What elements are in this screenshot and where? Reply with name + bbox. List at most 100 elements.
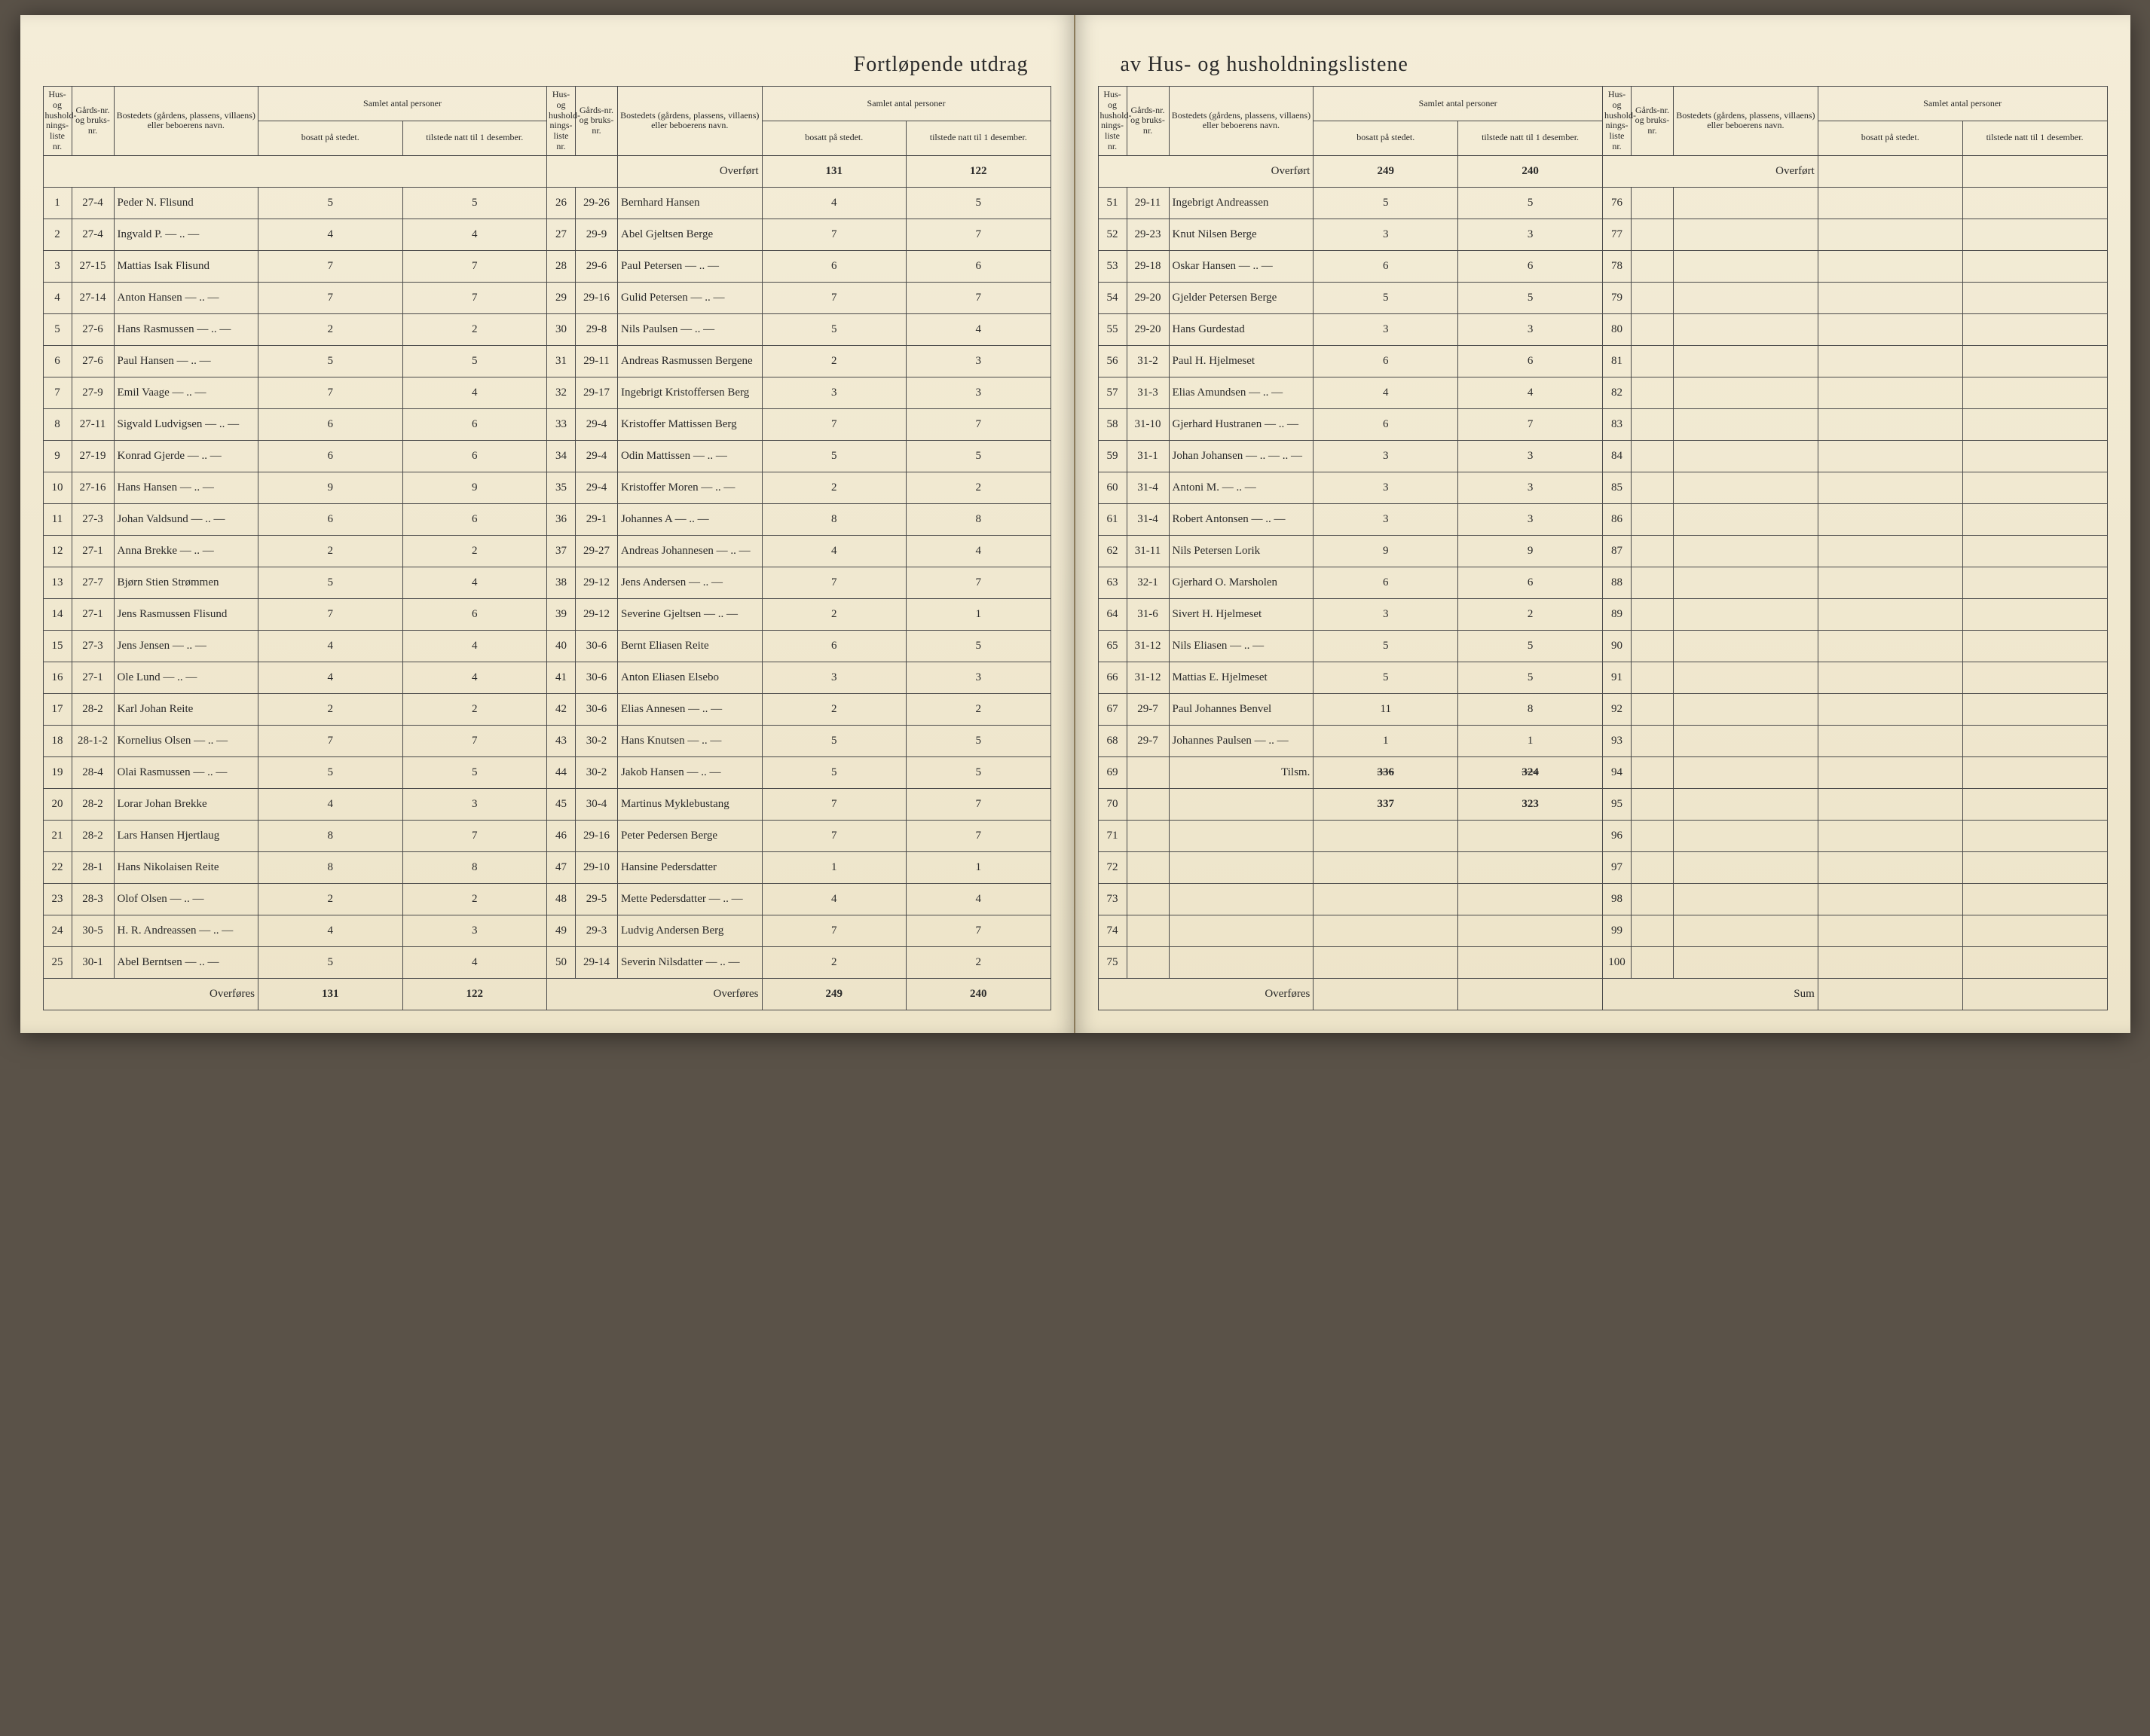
- row-gard-b: 29-5: [576, 883, 618, 915]
- row-nr: 66: [1098, 662, 1127, 693]
- row-tilstede-b: [1962, 250, 2107, 282]
- table-row: 127-4Peder N. Flisund552629-26Bernhard H…: [43, 187, 1051, 219]
- row-nr: 8: [43, 408, 72, 440]
- row-bosatt: 5: [258, 187, 403, 219]
- table-row: 2328-3Olof Olsen — .. —224829-5Mette Ped…: [43, 883, 1051, 915]
- row-bosatt: [1314, 883, 1458, 915]
- table-row: 75100: [1098, 946, 2107, 978]
- row-bosatt-b: 7: [762, 219, 907, 250]
- row-name-b: [1673, 598, 1818, 630]
- row-bosatt: 7: [258, 598, 403, 630]
- row-tilstede-b: 2: [907, 693, 1051, 725]
- row-tilstede: 7: [402, 820, 547, 851]
- row-tilstede-b: 4: [907, 883, 1051, 915]
- row-tilstede-b: 3: [907, 345, 1051, 377]
- table-row: 7297: [1098, 851, 2107, 883]
- row-tilstede: 4: [402, 946, 547, 978]
- row-bosatt-b: [1818, 377, 1962, 408]
- row-gard-b: [1631, 503, 1673, 535]
- row-tilstede-b: 2: [907, 472, 1051, 503]
- row-tilstede-b: 4: [907, 313, 1051, 345]
- table-row: 5931-1Johan Johansen — .. — .. —3384: [1098, 440, 2107, 472]
- row-nr: 14: [43, 598, 72, 630]
- row-bosatt-b: [1818, 535, 1962, 567]
- row-bosatt-b: 7: [762, 567, 907, 598]
- row-tilstede: [1458, 946, 1603, 978]
- table-row: 627-6Paul Hansen — .. —553129-11Andreas …: [43, 345, 1051, 377]
- row-gard: 28-2: [72, 788, 114, 820]
- row-nr-b: 84: [1602, 440, 1631, 472]
- row-tilstede: 2: [402, 693, 547, 725]
- total-final-a: 337: [1314, 788, 1458, 820]
- row-name-b: Andreas Johannesen — .. —: [618, 535, 763, 567]
- row-gard-b: [1631, 219, 1673, 250]
- row-nr: 57: [1098, 377, 1127, 408]
- row-nr: 24: [43, 915, 72, 946]
- row-nr-b: 43: [547, 725, 576, 756]
- row-tilstede: 1: [1458, 725, 1603, 756]
- row-gard-b: 29-10: [576, 851, 618, 883]
- row-nr: 74: [1098, 915, 1127, 946]
- table-row: 6829-7Johannes Paulsen — .. —1193: [1098, 725, 2107, 756]
- row-nr-b: 48: [547, 883, 576, 915]
- row-gard-b: [1631, 377, 1673, 408]
- row-tilstede: 3: [1458, 219, 1603, 250]
- row-nr-b: 89: [1602, 598, 1631, 630]
- table-row: 927-19Konrad Gjerde — .. —663429-4Odin M…: [43, 440, 1051, 472]
- row-tilstede: 7: [1458, 408, 1603, 440]
- sum-label: Sum: [1602, 978, 1818, 1010]
- row-bosatt: 2: [258, 883, 403, 915]
- overfores-bosatt-b: 249: [762, 978, 907, 1010]
- row-tilstede: 8: [1458, 693, 1603, 725]
- row-tilstede-b: 4: [907, 535, 1051, 567]
- row-bosatt: 7: [258, 377, 403, 408]
- row-name-b: [1673, 820, 1818, 851]
- row-nr-b: 50: [547, 946, 576, 978]
- ledger-book: Fortløpende utdrag Hus- og hushold-nings…: [20, 15, 2130, 1033]
- row-nr-b: 85: [1602, 472, 1631, 503]
- row-name: Antoni M. — .. —: [1169, 472, 1314, 503]
- row-nr-b: 35: [547, 472, 576, 503]
- row-tilstede-b: 5: [907, 756, 1051, 788]
- row-tilstede: 5: [1458, 630, 1603, 662]
- row-bosatt-b: 2: [762, 345, 907, 377]
- row-tilstede: 6: [402, 408, 547, 440]
- total-strike-b: 324: [1458, 756, 1603, 788]
- row-gard-b: [1631, 851, 1673, 883]
- overfores-row-left: Overføres131122Overføres249240: [43, 978, 1051, 1010]
- row-tilstede-b: 7: [907, 282, 1051, 313]
- header-samlet-2: Samlet antal personer: [762, 87, 1051, 121]
- header-bosted-4: Bostedets (gårdens, plassens, villaens) …: [1673, 87, 1818, 156]
- row-gard-b: [1631, 630, 1673, 662]
- row-gard-b: [1631, 440, 1673, 472]
- row-tilstede-b: 5: [907, 187, 1051, 219]
- overfores-tilstede-r: [1458, 978, 1603, 1010]
- row-gard-b: 29-1: [576, 503, 618, 535]
- row-bosatt-b: 2: [762, 946, 907, 978]
- row-gard-b: 30-2: [576, 756, 618, 788]
- table-row: 527-6Hans Rasmussen — .. —223029-8Nils P…: [43, 313, 1051, 345]
- row-gard: 31-12: [1127, 662, 1169, 693]
- row-nr: 71: [1098, 820, 1127, 851]
- row-tilstede: [1458, 915, 1603, 946]
- row-name-b: [1673, 883, 1818, 915]
- row-gard-b: 29-16: [576, 820, 618, 851]
- table-row: 5229-23Knut Nilsen Berge3377: [1098, 219, 2107, 250]
- row-nr-b: 77: [1602, 219, 1631, 250]
- row-name-b: [1673, 535, 1818, 567]
- row-nr: 7: [43, 377, 72, 408]
- row-gard: 31-6: [1127, 598, 1169, 630]
- tilsm-label: Tilsm.: [1169, 756, 1314, 788]
- overfores-row-right: OverføresSum: [1098, 978, 2107, 1010]
- row-gard: 28-2: [72, 820, 114, 851]
- table-row: 6729-7Paul Johannes Benvel11892: [1098, 693, 2107, 725]
- row-gard: 29-7: [1127, 693, 1169, 725]
- row-gard-b: [1631, 567, 1673, 598]
- row-tilstede-b: [1962, 567, 2107, 598]
- row-tilstede: 2: [402, 313, 547, 345]
- row-tilstede: 4: [402, 377, 547, 408]
- header-tilstede-4: tilstede natt til 1 desember.: [1962, 121, 2107, 155]
- row-nr-b: 80: [1602, 313, 1631, 345]
- row-bosatt: 3: [1314, 472, 1458, 503]
- table-row: 5129-11Ingebrigt Andreassen5576: [1098, 187, 2107, 219]
